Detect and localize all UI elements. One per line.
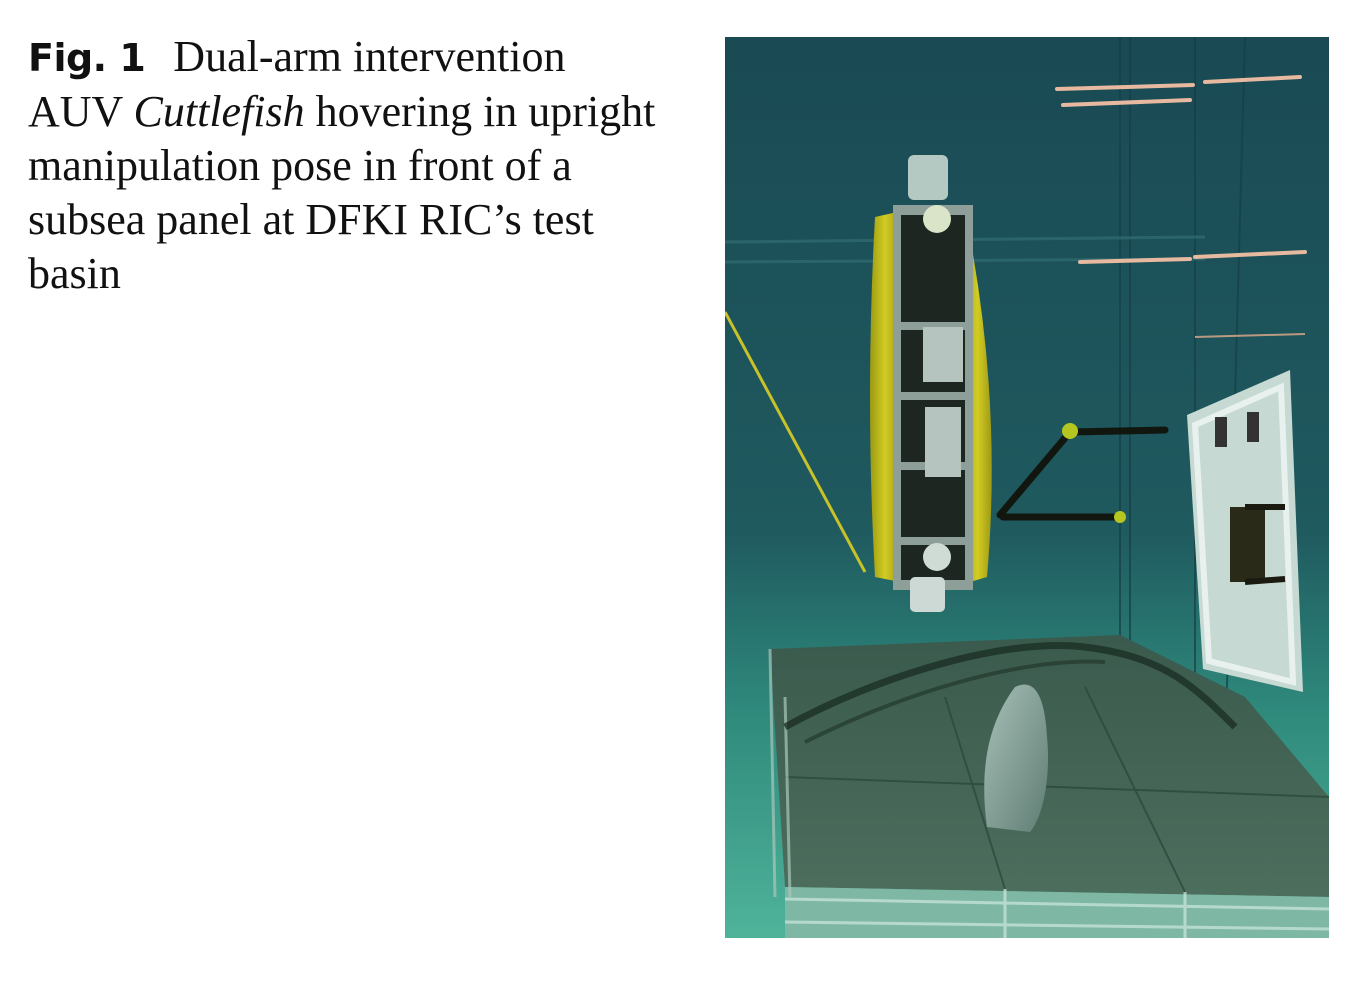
vehicle-name: Cuttlefish xyxy=(133,87,305,136)
figure-photo xyxy=(725,37,1329,938)
caption-text-before: Dual-arm intervention AUV xyxy=(28,32,566,136)
figure-caption: Fig. 1 Dual-arm intervention AUV Cuttlefi… xyxy=(28,30,668,301)
figure-label: Fig. 1 xyxy=(28,36,146,80)
caption-text-after: hovering in upright manipulation pose in… xyxy=(28,87,656,298)
